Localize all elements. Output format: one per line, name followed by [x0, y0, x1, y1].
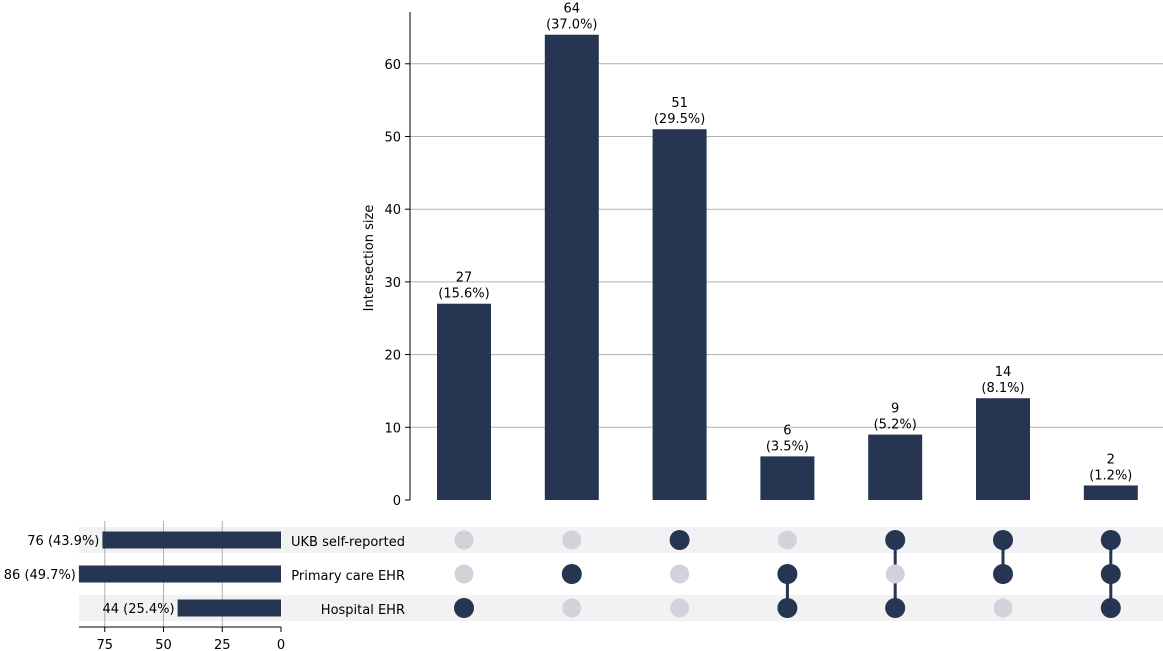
- set-size-bar: [177, 599, 281, 617]
- y-axis-label: Intersection size: [362, 205, 377, 312]
- bar-count-label: 14: [995, 365, 1012, 380]
- intersection-bar: [760, 456, 815, 500]
- set-name-label: Hospital EHR: [321, 603, 405, 618]
- set-size-bar: [102, 531, 282, 549]
- bar-count-label: 2: [1107, 452, 1115, 467]
- matrix-dot-inactive: [562, 530, 582, 550]
- matrix-dot-active: [885, 598, 906, 618]
- set-size-bars: 76 (43.9%) UKB self-reported 86 (49.7%) Pri…: [4, 531, 405, 618]
- set-tick-label: 75: [96, 638, 113, 651]
- matrix-dot-active: [885, 530, 906, 550]
- intersection-grid: [410, 63, 1163, 428]
- matrix-dot-active: [1100, 598, 1121, 618]
- set-size-label: 76 (43.9%): [27, 534, 99, 549]
- intersection-bar: [437, 303, 491, 500]
- matrix-dot-active: [561, 564, 582, 584]
- y-tick-label: 40: [384, 203, 401, 218]
- set-size-bar: [78, 565, 282, 583]
- matrix-dot-inactive: [777, 530, 797, 550]
- bar-percent-label: (29.5%): [654, 112, 705, 127]
- y-tick-label: 20: [384, 349, 401, 364]
- matrix-dot-inactive: [885, 564, 905, 584]
- matrix-dot-inactive: [454, 564, 474, 584]
- membership-matrix: [454, 530, 1121, 618]
- matrix-dot-active: [1100, 530, 1121, 550]
- matrix-dot-active: [777, 598, 798, 618]
- set-tick-label: 25: [214, 638, 231, 651]
- matrix-dot-active: [454, 598, 474, 618]
- bar-count-label: 51: [671, 96, 688, 111]
- bar-count-label: 9: [891, 402, 899, 417]
- set-size-label: 86 (49.7%): [4, 568, 76, 583]
- intersection-bar: [652, 129, 707, 501]
- matrix-dot-inactive: [562, 598, 582, 618]
- matrix-dot-inactive: [670, 598, 690, 618]
- matrix-dot-active: [777, 564, 798, 584]
- intersection-bar: [1083, 485, 1138, 500]
- matrix-dot-active: [993, 530, 1013, 550]
- matrix-dot-active: [669, 530, 690, 550]
- set-name-label: Primary care EHR: [291, 569, 405, 584]
- matrix-dot-inactive: [993, 598, 1013, 618]
- bar-labels: 27(15.6%) 64(37.0%) 51(29.5%) 6(3.5%) 9(5.2%…: [438, 2, 1132, 484]
- bar-percent-label: (15.6%): [438, 287, 489, 302]
- y-tick-label: 10: [384, 421, 401, 436]
- matrix-dot-inactive: [454, 530, 474, 550]
- matrix-dot-active: [1100, 564, 1121, 584]
- bar-count-label: 6: [783, 423, 791, 438]
- bar-percent-label: (3.5%): [766, 439, 809, 454]
- set-name-label: UKB self-reported: [291, 535, 405, 550]
- set-tick-label: 50: [155, 638, 172, 651]
- intersection-bar: [868, 434, 923, 500]
- intersection-bar: [544, 34, 599, 500]
- y-tick-label: 50: [384, 131, 401, 146]
- bar-percent-label: (1.2%): [1089, 468, 1132, 483]
- set-tick-label: 0: [277, 638, 285, 651]
- axes: 0 10 20 30 40 50 60 Intersection size 75 50 25 0: [78, 12, 411, 651]
- matrix-dot-inactive: [670, 564, 690, 584]
- y-tick-label: 60: [384, 58, 401, 73]
- intersection-bar: [976, 398, 1030, 500]
- bar-count-label: 64: [564, 2, 581, 17]
- bar-percent-label: (5.2%): [874, 418, 917, 433]
- matrix-dot-active: [993, 564, 1013, 584]
- y-tick-label: 0: [393, 494, 401, 509]
- set-size-label: 44 (25.4%): [102, 602, 174, 617]
- intersection-bars: [437, 34, 1138, 501]
- bar-percent-label: (37.0%): [546, 18, 597, 33]
- bar-percent-label: (8.1%): [981, 381, 1024, 396]
- y-tick-label: 30: [384, 276, 401, 291]
- bar-count-label: 27: [456, 271, 473, 286]
